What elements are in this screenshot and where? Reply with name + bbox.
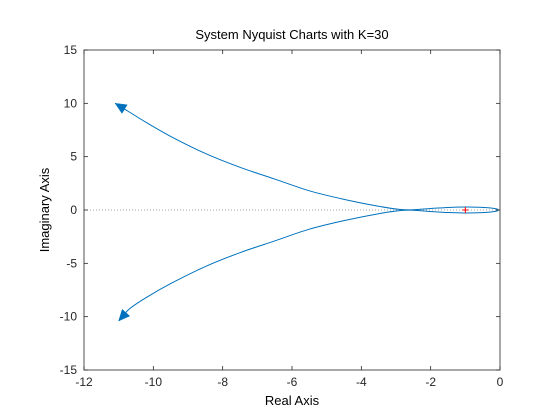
y-tick-label: -15 — [60, 363, 78, 377]
y-axis-label: Imaginary Axis — [37, 167, 52, 252]
direction-arrow-2 — [118, 308, 131, 322]
plot-area-frame — [83, 49, 501, 371]
y-tick-label: 5 — [70, 150, 77, 164]
marker-layer — [462, 207, 469, 213]
y-tick-label: 10 — [64, 96, 78, 110]
x-tick-label: -6 — [287, 375, 298, 389]
x-axis-label: Real Axis — [265, 393, 320, 408]
direction-arrow-1 — [114, 103, 128, 114]
tick-layer: -12 -10 -8 -6 -4 -2 0 -15 -10 -5 0 5 10 15 — [60, 43, 504, 389]
nyquist-branch-2 — [118, 209, 499, 322]
chart-title: System Nyquist Charts with K=30 — [195, 27, 388, 42]
x-tick-label: 0 — [497, 375, 504, 389]
x-tick-label: -10 — [145, 375, 163, 389]
y-tick-label: -5 — [66, 256, 77, 270]
x-tick-label: -2 — [425, 375, 436, 389]
x-tick-label: -12 — [75, 375, 93, 389]
y-tick-label: 15 — [64, 43, 78, 57]
nyquist-branch-1 — [114, 102, 499, 211]
y-tick-label: -10 — [60, 310, 78, 324]
x-tick-label: -4 — [356, 375, 367, 389]
series-layer — [114, 102, 499, 322]
y-tick-label: 0 — [70, 203, 77, 217]
x-tick-label: -8 — [217, 375, 228, 389]
